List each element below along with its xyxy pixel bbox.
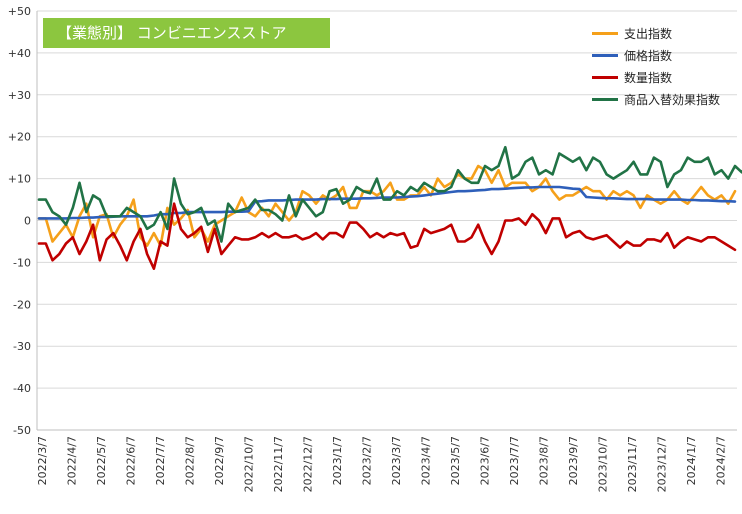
x-tick-label: 2022/7/7 — [154, 436, 167, 485]
x-tick-label: 2023/12/7 — [656, 436, 669, 492]
x-tick-label: 2023/3/7 — [390, 436, 403, 485]
y-tick-label: -20 — [13, 298, 31, 311]
legend-item-replacement: 商品入替効果指数 — [592, 88, 720, 110]
series-line-replacement — [37, 145, 742, 243]
x-tick-label: 2022/5/7 — [95, 436, 108, 485]
series-line-price — [37, 185, 737, 220]
y-tick-label: +40 — [8, 47, 31, 60]
legend-label-spending: 支出指数 — [624, 26, 673, 41]
legend-label-price: 価格指数 — [624, 48, 673, 63]
legend-swatch-spending — [592, 31, 618, 35]
x-tick-label: 2023/9/7 — [567, 436, 580, 485]
x-tick-label: 2023/10/7 — [597, 436, 610, 492]
x-tick-label: 2024/2/7 — [715, 436, 728, 485]
y-tick-label: +30 — [8, 89, 31, 102]
x-tick-label: 2023/5/7 — [449, 436, 462, 485]
x-tick-label: 2022/3/7 — [36, 436, 49, 485]
x-tick-label: 2022/8/7 — [184, 436, 197, 485]
y-tick-label: 0 — [24, 215, 31, 228]
x-tick-label: 2022/4/7 — [66, 436, 79, 485]
y-tick-label: -30 — [13, 340, 31, 353]
x-tick-label: 2024/1/7 — [685, 436, 698, 485]
legend-label-quantity: 数量指数 — [624, 70, 673, 85]
x-tick-label: 2023/7/7 — [508, 436, 521, 485]
series-line-spending — [37, 164, 737, 247]
y-tick-label: +20 — [8, 131, 31, 144]
y-tick-label: -50 — [13, 424, 31, 437]
x-tick-label: 2022/11/7 — [272, 436, 285, 492]
legend-swatch-price — [592, 53, 618, 57]
legend-item-price: 価格指数 — [592, 44, 720, 66]
legend-label-replacement: 商品入替効果指数 — [624, 92, 721, 107]
y-tick-label: +50 — [8, 5, 31, 18]
x-tick-label: 2023/2/7 — [361, 436, 374, 485]
x-tick-label: 2023/1/7 — [331, 436, 344, 485]
series-line-quantity — [37, 202, 737, 271]
x-tick-label: 2022/6/7 — [125, 436, 138, 485]
y-tick-label: -10 — [13, 256, 31, 269]
x-tick-label: 2022/9/7 — [213, 436, 226, 485]
legend: 支出指数 価格指数 数量指数 商品入替効果指数 — [592, 22, 720, 110]
x-tick-label: 2023/8/7 — [538, 436, 551, 485]
x-tick-label: 2023/6/7 — [479, 436, 492, 485]
y-tick-label: +10 — [8, 173, 31, 186]
x-tick-label: 2023/4/7 — [420, 436, 433, 485]
x-tick-label: 2022/12/7 — [302, 436, 315, 492]
legend-swatch-quantity — [592, 75, 618, 79]
legend-swatch-replacement — [592, 97, 618, 101]
legend-item-quantity: 数量指数 — [592, 66, 720, 88]
x-tick-label: 2022/10/7 — [243, 436, 256, 492]
legend-item-spending: 支出指数 — [592, 22, 720, 44]
chart-title: 【業態別】 コンビニエンスストア — [43, 18, 330, 48]
y-tick-label: -40 — [13, 382, 31, 395]
x-tick-label: 2023/11/7 — [626, 436, 639, 492]
